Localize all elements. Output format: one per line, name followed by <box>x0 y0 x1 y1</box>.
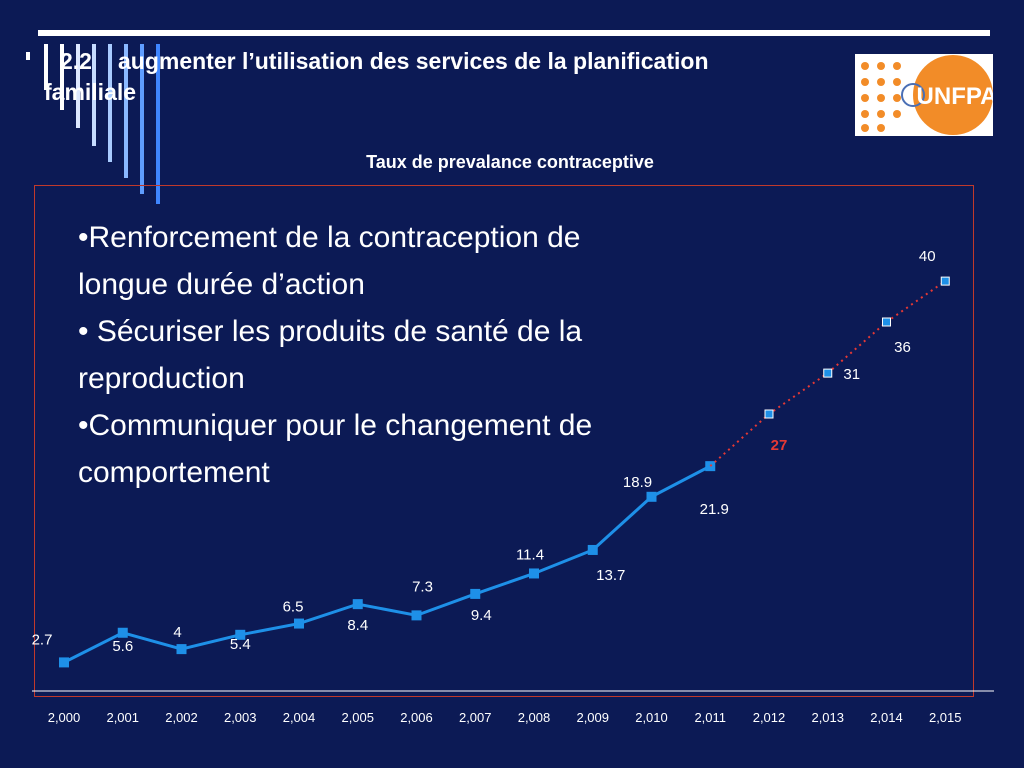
x-tick-label: 2,007 <box>459 710 492 725</box>
x-tick-label: 2,014 <box>870 710 903 725</box>
x-tick-label: 2,002 <box>165 710 198 725</box>
data-point-marker <box>940 276 950 286</box>
data-label: 27 <box>771 437 788 454</box>
data-label: 31 <box>843 366 860 383</box>
x-tick-label: 2,006 <box>400 710 433 725</box>
data-label: 5.4 <box>230 636 251 653</box>
bullet-list: •Renforcement de la contraception de lon… <box>78 214 668 496</box>
data-point-marker <box>176 644 187 655</box>
data-point-marker <box>764 409 774 419</box>
data-point-marker <box>117 627 128 638</box>
unfpa-logo: UNFPA <box>855 54 997 136</box>
x-tick-label: 2,009 <box>576 710 609 725</box>
x-tick-label: 2,004 <box>283 710 316 725</box>
x-tick-label: 2,013 <box>811 710 844 725</box>
data-label: 21.9 <box>700 501 729 518</box>
data-point-marker <box>352 599 363 610</box>
data-label: 11.4 <box>516 546 544 563</box>
chart-title: Taux de prevalance contraceptive <box>366 152 654 172</box>
data-point-marker <box>294 618 304 629</box>
data-point-marker <box>470 588 481 599</box>
bullet-item: • Sécuriser les produits de santé de la … <box>78 315 583 395</box>
data-point-marker <box>529 568 539 579</box>
unfpa-logo-graphic: UNFPA <box>861 55 997 135</box>
data-label: 2.7 <box>32 631 53 648</box>
data-point-marker <box>823 368 833 378</box>
top-rule <box>38 30 990 36</box>
data-label: 36 <box>894 339 911 356</box>
data-label: 18.9 <box>623 474 652 491</box>
x-tick-label: 2,003 <box>224 710 257 725</box>
unfpa-logo-text: UNFPA <box>917 83 993 110</box>
data-label: 4 <box>173 624 181 641</box>
x-tick-label: 2,012 <box>753 710 786 725</box>
x-tick-label: 2,005 <box>341 710 374 725</box>
data-point-marker <box>235 629 246 640</box>
data-point-marker <box>587 544 598 555</box>
data-label: 5.6 <box>112 638 133 655</box>
data-point-marker <box>59 657 69 668</box>
data-label: 6.5 <box>283 599 304 616</box>
x-tick-label: 2,000 <box>48 710 81 725</box>
data-point-marker <box>882 317 891 327</box>
slide-heading: 2.2 augmenter l’utilisation des services … <box>44 46 804 108</box>
heading-text: augmenter l’utilisation des services de … <box>44 48 709 105</box>
data-point-marker <box>646 491 657 502</box>
observed-line <box>63 464 711 664</box>
data-label: 40 <box>919 248 936 265</box>
x-tick-label: 2,015 <box>929 710 962 725</box>
heading-number: 2.2 <box>60 48 92 74</box>
bullet-item: •Communiquer pour le changement de compo… <box>78 409 593 489</box>
x-tick-label: 2,008 <box>518 710 551 725</box>
x-tick-label: 2,010 <box>635 710 668 725</box>
x-tick-label: 2,011 <box>694 710 726 725</box>
data-label: 8.4 <box>347 617 368 634</box>
bullet-item: •Renforcement de la contraception de lon… <box>78 221 581 301</box>
data-label: 9.4 <box>471 607 492 624</box>
x-tick-label: 2,001 <box>106 710 139 725</box>
content-frame <box>34 185 974 697</box>
data-point-marker <box>411 610 422 621</box>
data-label: 7.3 <box>412 578 433 595</box>
data-label: 13.7 <box>596 567 625 584</box>
